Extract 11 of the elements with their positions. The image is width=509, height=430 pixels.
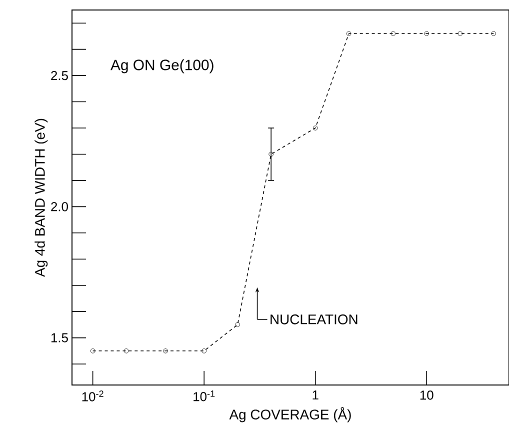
x-tick-label: 1 bbox=[312, 390, 318, 400]
y-tick-label: 2.0 bbox=[51, 202, 68, 212]
annotation: NUCLEATION bbox=[270, 314, 358, 324]
y-tick-label: 1.5 bbox=[51, 333, 68, 342]
x-tick-label: 10 bbox=[420, 390, 434, 400]
x-tick-label: 10$^{-2}$ bbox=[82, 390, 104, 402]
y-tick-label: 2.5 bbox=[51, 70, 68, 80]
x-tick-label: 10$^{-1}$ bbox=[194, 390, 215, 402]
text: Ag ON Ge(100) bbox=[110, 59, 214, 74]
y-axis-title: Ag 4d BAND WIDTH (eV) bbox=[34, 118, 48, 277]
x-axis-title: Ag COVERAGE (Å) bbox=[229, 407, 351, 422]
